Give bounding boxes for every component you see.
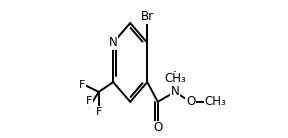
Text: Br: Br [141,10,154,23]
Text: F: F [86,96,93,106]
Text: CH₃: CH₃ [164,72,186,85]
Text: N: N [170,85,179,98]
Text: O: O [153,121,162,135]
Text: N: N [109,36,118,49]
Text: F: F [96,107,102,117]
Text: O: O [186,95,195,108]
Text: F: F [79,80,86,90]
Text: CH₃: CH₃ [204,95,226,108]
